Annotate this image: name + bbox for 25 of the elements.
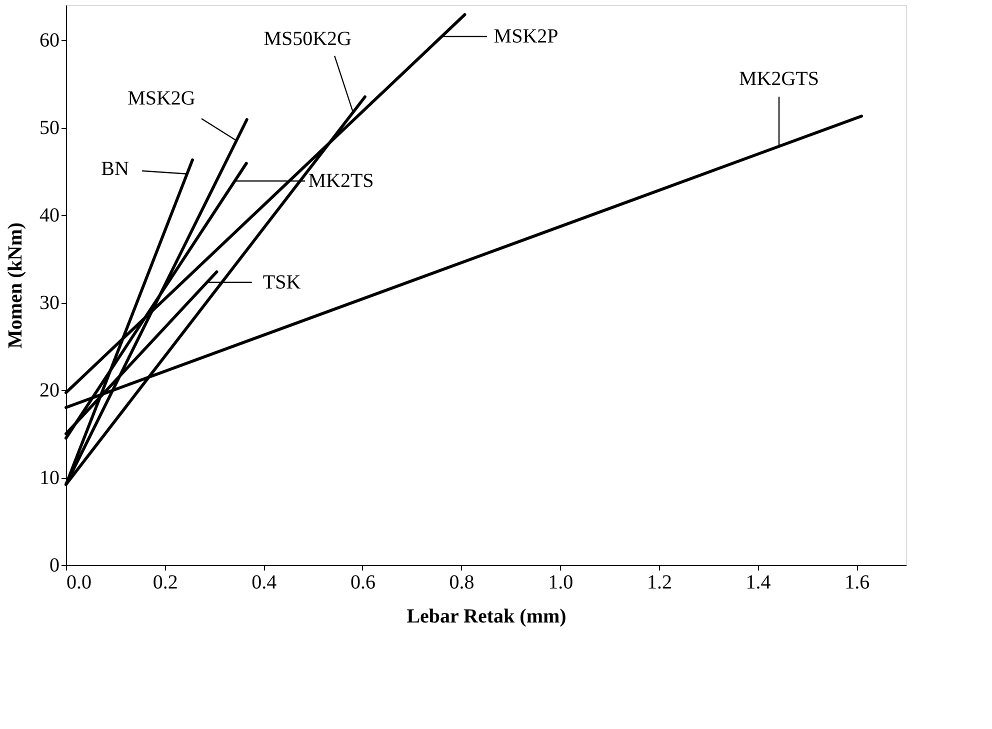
y-tick-label: 40 — [40, 204, 60, 226]
y-tick-label: 0 — [50, 554, 60, 576]
annotation: MSK2G — [128, 88, 196, 110]
annotation: MS50K2G — [264, 28, 352, 50]
y-tick-label: 60 — [40, 30, 60, 52]
y-tick-label: 50 — [40, 117, 60, 139]
x-tick-label: 1.0 — [548, 572, 574, 594]
annotation: MK2GTS — [739, 68, 820, 90]
annotation: MSK2P — [494, 26, 558, 48]
x-tick-label: 0.0 — [66, 572, 92, 594]
y-axis-title: Momen (kNm) — [4, 222, 26, 349]
x-tick-label: 0.2 — [152, 572, 178, 594]
x-tick-label: 1.4 — [746, 572, 771, 594]
x-tick-label: 0.8 — [449, 572, 474, 594]
y-tick-label: 10 — [40, 467, 60, 489]
x-tick-label: 1.6 — [844, 572, 870, 594]
x-tick-label: 0.6 — [350, 572, 376, 594]
annotation: MK2TS — [308, 170, 374, 192]
x-axis-title: Lebar Retak (mm) — [406, 606, 566, 628]
y-tick-label: 30 — [40, 292, 60, 314]
x-tick-label: 0.4 — [252, 572, 277, 594]
annotation: BN — [101, 158, 129, 180]
y-tick-label: 20 — [40, 380, 60, 402]
annotation: TSK — [262, 271, 302, 294]
x-tick-label: 1.2 — [646, 572, 672, 594]
